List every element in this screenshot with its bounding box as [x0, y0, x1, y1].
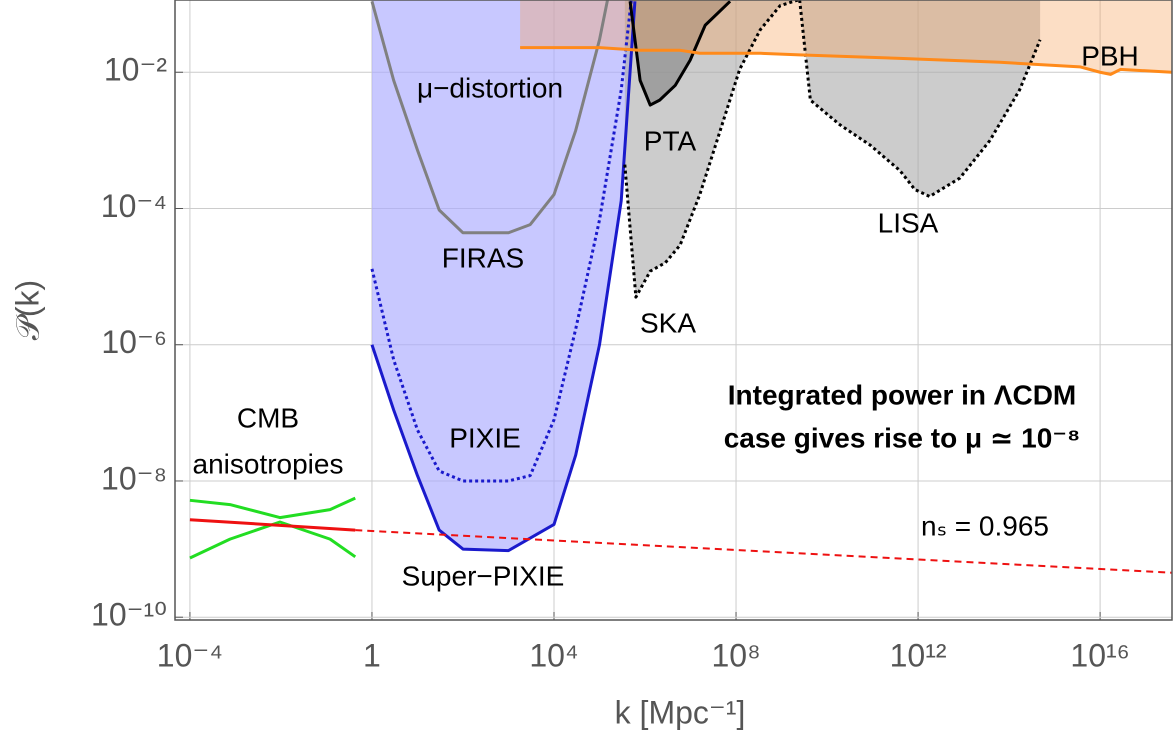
x-axis-label: k [Mpc⁻¹]: [615, 694, 746, 730]
annotation: case gives rise to μ ≃ 10⁻⁸: [724, 422, 1081, 453]
labels: 10⁻⁴ 1 10⁴ 10⁸ 10¹² 10¹⁶ 10⁻¹⁰ 10⁻⁸ 10⁻⁶ 10⁻⁴ 10⁻²…: [91, 40, 1139, 673]
x-tick-label: 10⁻⁴: [157, 637, 223, 673]
curve: [370, 0, 609, 235]
annotation: μ−distortion: [417, 72, 563, 103]
y-tick-label: 10⁻⁶: [101, 324, 167, 360]
annotation: PBH: [1081, 40, 1139, 71]
curve: [798, 0, 1042, 198]
region: [799, 0, 1041, 197]
curve: [189, 520, 357, 560]
x-tick-label: 10⁴: [529, 637, 578, 673]
annotation: FIRAS: [442, 242, 524, 273]
curve: [355, 529, 1172, 574]
curve: [520, 46, 1172, 76]
x-tick-label: 10¹²: [890, 637, 947, 673]
annotation: PIXIE: [449, 422, 521, 453]
x-tick-label: 10⁸: [711, 637, 760, 673]
annotation: PTA: [644, 125, 697, 156]
annotation: CMB: [237, 402, 299, 433]
curve: [623, 0, 799, 299]
curve: [189, 518, 356, 532]
x-tick-label: 1: [363, 637, 381, 673]
x-tick-label: 10¹⁶: [1070, 637, 1129, 673]
region: [520, 0, 1172, 75]
y-tick-label: 10⁻¹⁰: [91, 597, 167, 633]
annotation: nₛ = 0.965: [921, 510, 1049, 541]
annotation: Super−PIXIE: [402, 560, 565, 591]
region: [371, 0, 635, 551]
curve: [370, 1, 637, 553]
annotation: Integrated power in ΛCDM: [728, 379, 1076, 410]
frame: [174, 0, 1173, 621]
curve: [189, 496, 356, 520]
plot-area: [189, 0, 1172, 574]
y-axis-label: 𝒫(k): [9, 280, 45, 340]
annotation: anisotropies: [193, 448, 344, 479]
y-tick-label: 10⁻²: [104, 52, 167, 88]
y-tick-label: 10⁻⁸: [101, 460, 167, 496]
curve: [628, 0, 732, 107]
annotation: LISA: [878, 207, 939, 238]
region: [624, 0, 799, 298]
annotation: SKA: [640, 307, 696, 338]
y-tick-label: 10⁻⁴: [101, 188, 167, 224]
curve: [370, 0, 633, 483]
